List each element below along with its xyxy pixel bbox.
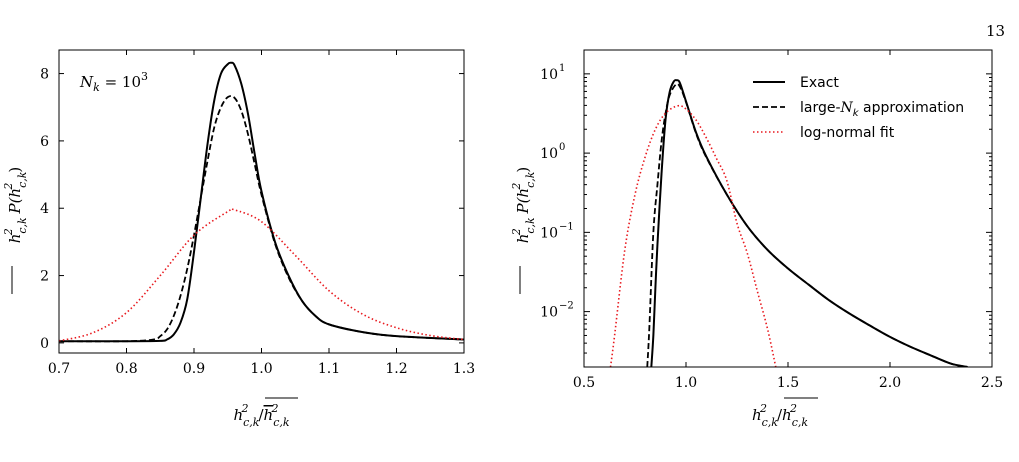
left-ylabel: hc,k2 P(hc,k2) [2,167,29,244]
legend-label-lognormal: log-normal fit [800,125,895,141]
left-ytick-label: 6 [40,134,49,150]
right-plot-frame [583,49,993,368]
left-ytick-label: 2 [40,269,49,285]
right-ytick-label: 10 [540,225,558,241]
legend-label-exact: Exact [800,75,839,91]
right-xtick-label: 2.5 [981,375,1003,391]
right-ytick-label: 10 [540,305,558,321]
left-xtick-label: 0.9 [183,361,205,377]
left-annotation: Nk = 103 [79,70,148,94]
left-plot-frame [58,49,465,354]
left-ytick-label: 0 [40,336,49,352]
right-xlabel: hc,k2/hc,k2 [752,402,808,429]
left-xtick-label: 0.8 [115,361,137,377]
left-series-large-nk [59,95,464,343]
left-series-lognormal [59,207,464,342]
right-xtick-label: 1.0 [675,375,697,391]
right-series-lognormal [609,104,777,367]
left-xtick-label: 1.3 [453,361,475,377]
left-chart: 0.7 0.8 0.9 1.0 1.1 1.2 1.3 0 2 4 6 8 Nk = 103 hc,k2/… [2,49,475,429]
left-ytick-label: 4 [40,201,49,217]
page-number: 13 [986,22,1006,40]
legend-label-large-nk: large-Nk approximation [800,100,964,119]
right-ytick-exponent: 1 [559,63,565,74]
right-ytick-exponent: −2 [559,301,574,312]
right-xtick-label: 1.5 [777,375,799,391]
left-xtick-label: 1.1 [318,361,340,377]
left-xtick-label: 1.2 [385,361,407,377]
right-series-large-nk [646,83,968,367]
right-ytick-label: 10 [540,67,558,83]
right-ytick-exponent: −1 [559,221,574,232]
right-xtick-label: 2.0 [879,375,901,391]
right-ytick-exponent: 0 [559,142,565,153]
right-xtick-label: 0.5 [573,375,595,391]
left-series-exact [59,61,464,343]
right-ytick-label: 10 [540,146,558,162]
legend: Exact large-Nk approximation log-normal fi… [753,75,964,141]
left-ytick-label: 8 [40,67,49,83]
left-xtick-label: 1.0 [250,361,272,377]
right-ylabel: hc,k2 P(hc,k2) [510,167,537,244]
left-xlabel: hc,k2/hc,k2 [233,402,289,429]
left-xtick-label: 0.7 [48,361,70,377]
